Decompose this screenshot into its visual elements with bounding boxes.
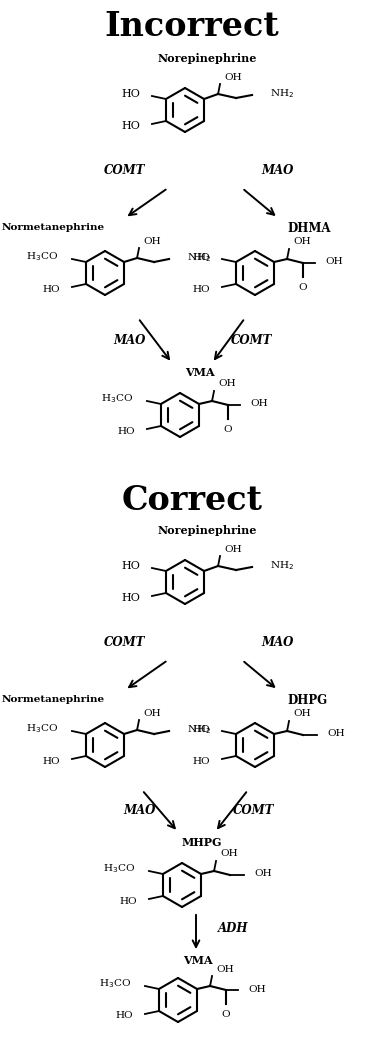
Text: OH: OH [218,380,236,388]
Text: OH: OH [250,400,268,408]
Text: HO: HO [118,427,135,435]
Text: VMA: VMA [183,954,213,966]
Text: OH: OH [293,237,311,246]
Text: OH: OH [325,258,343,266]
Text: HO: HO [121,89,140,99]
Text: OH: OH [143,237,161,245]
Text: OH: OH [143,709,161,717]
Text: DHMA: DHMA [287,221,331,235]
Text: MAO: MAO [262,637,294,649]
Text: MHPG: MHPG [182,836,222,848]
Text: OH: OH [224,545,242,553]
Text: COMT: COMT [104,164,146,176]
Text: COMT: COMT [233,804,275,816]
Text: NH$_2$: NH$_2$ [187,252,211,264]
Text: HO: HO [192,725,210,734]
Text: HO: HO [192,253,210,261]
Text: OH: OH [293,710,311,718]
Text: NH$_2$: NH$_2$ [270,88,294,100]
Text: Normetanephrine: Normetanephrine [2,695,105,705]
Text: H$_3$CO: H$_3$CO [99,977,131,991]
Text: O: O [299,283,307,292]
Text: MAO: MAO [124,804,156,816]
Text: Incorrect: Incorrect [104,9,280,43]
Text: OH: OH [327,730,345,738]
Text: HO: HO [121,561,140,571]
Text: Correct: Correct [121,483,263,517]
Text: O: O [224,425,232,434]
Text: OH: OH [254,870,271,878]
Text: OH: OH [248,984,266,994]
Text: VMA: VMA [185,366,215,378]
Text: H$_3$CO: H$_3$CO [101,393,133,405]
Text: OH: OH [224,72,242,81]
Text: OH: OH [220,850,238,858]
Text: COMT: COMT [231,333,273,347]
Text: Normetanephrine: Normetanephrine [2,223,105,233]
Text: NH$_2$: NH$_2$ [270,560,294,572]
Text: COMT: COMT [104,637,146,649]
Text: DHPG: DHPG [287,693,327,707]
Text: HO: HO [121,593,140,603]
Text: HO: HO [119,897,137,905]
Text: HO: HO [192,757,210,765]
Text: H$_3$CO: H$_3$CO [26,722,58,735]
Text: NH$_2$: NH$_2$ [187,723,211,736]
Text: HO: HO [42,757,60,765]
Text: MAO: MAO [262,164,294,176]
Text: HO: HO [121,121,140,130]
Text: HO: HO [192,285,210,293]
Text: O: O [222,1010,230,1019]
Text: HO: HO [115,1012,133,1020]
Text: ADH: ADH [218,922,248,934]
Text: OH: OH [216,965,234,973]
Text: Norepinephrine: Norepinephrine [157,52,257,64]
Text: HO: HO [42,285,60,293]
Text: H$_3$CO: H$_3$CO [26,251,58,263]
Text: Norepinephrine: Norepinephrine [157,524,257,536]
Text: H$_3$CO: H$_3$CO [103,862,135,876]
Text: MAO: MAO [114,333,146,347]
